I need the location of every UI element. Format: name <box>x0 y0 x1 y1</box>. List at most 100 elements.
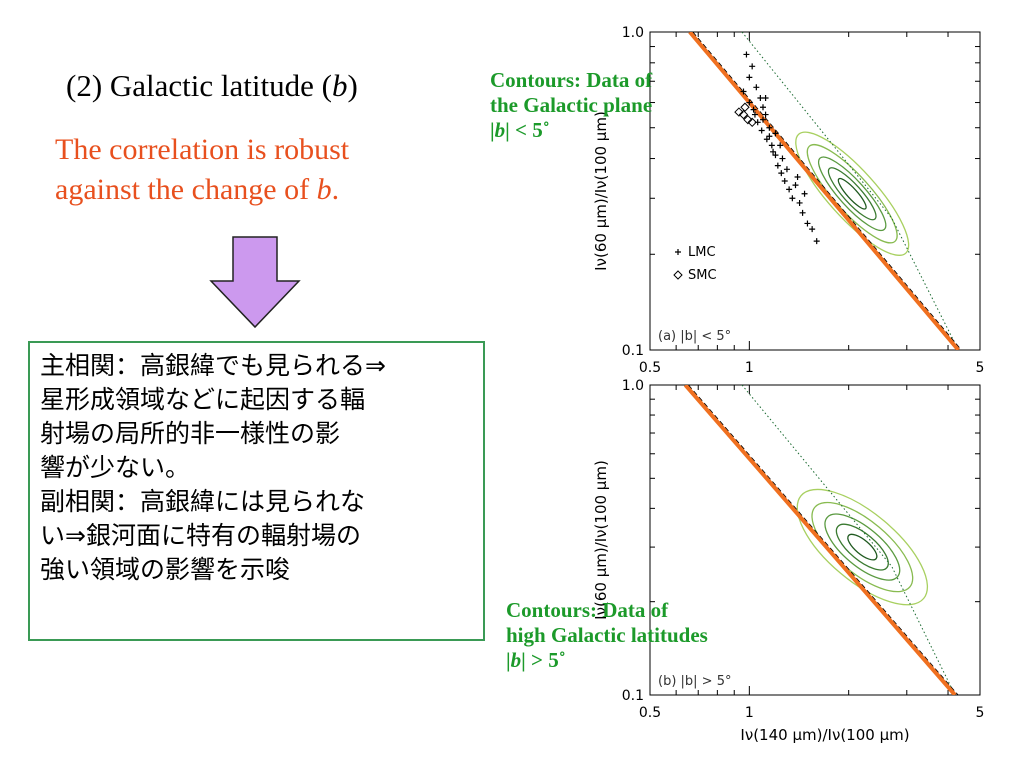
lmc-point <box>794 173 801 180</box>
condition-value: | < 5˚ <box>505 118 550 142</box>
chart-panel-a: 0.5 1 5 1.0 0.1 LMC SMC (a) |b| < 5° Iν(60 μm)/I… <box>592 25 984 376</box>
condition-value: | > 5˚ <box>521 648 566 672</box>
panel-label: (a) |b| < 5° <box>658 329 731 344</box>
lmc-point <box>750 106 757 113</box>
plot-area <box>688 32 962 350</box>
lmc-point <box>779 155 786 162</box>
condition-bar: | <box>490 118 495 142</box>
heading-suffix: ) <box>347 68 358 103</box>
contour-label-condition: |b| > 5˚ <box>506 648 708 673</box>
y-axis-label: Iν(60 μm)/Iν(100 μm) <box>592 460 610 620</box>
lmc-point <box>792 182 799 189</box>
lmc-point <box>772 130 779 137</box>
x-axis-tick-a: 0.5 <box>639 360 661 376</box>
summary-line: 響が少ない。 <box>40 453 191 482</box>
contour-label-line: the Galactic plane <box>490 93 653 117</box>
contour-line <box>796 488 929 606</box>
lmc-point <box>762 95 769 102</box>
lmc-point <box>746 74 753 81</box>
lmc-point <box>760 104 766 111</box>
plot-frame <box>649 384 981 696</box>
summary-line: い⇒銀河面に特有の輻射場の <box>40 521 361 550</box>
smc-point <box>738 109 749 120</box>
finding-text: The correlation is robust against the ch… <box>55 130 349 210</box>
legend-label: LMC <box>688 245 716 260</box>
y-axis-label: Iν(60 μm)/Iν(100 μm) <box>592 111 610 271</box>
condition-variable: b <box>494 118 506 142</box>
lmc-point <box>778 170 785 177</box>
summary-box: 主相関：高銀緯でも見られる⇒ 星形成領域などに起因する輻 射場の局所的非一様性の… <box>28 341 485 641</box>
lmc-point <box>757 95 764 102</box>
finding-line-2: against the change of b. <box>55 170 349 210</box>
y-axis-tick: 0.1 <box>622 343 644 359</box>
lmc-point <box>786 186 793 193</box>
lmc-point <box>783 166 790 173</box>
lmc-point <box>772 152 779 159</box>
contour-label-plane: Contours: Data of the Galactic plane |b|… <box>490 68 652 143</box>
finding-variable: b <box>316 173 332 206</box>
contour-line <box>824 513 901 581</box>
panel-label: (b) |b| > 5° <box>658 674 731 689</box>
section-heading: (2) Galactic latitude (b) <box>66 68 358 104</box>
lmc-point <box>746 99 753 106</box>
lmc-point <box>777 142 784 149</box>
model-dotted-line <box>741 32 959 350</box>
y-axis-tick: 1.0 <box>622 25 644 41</box>
lmc-point <box>751 111 758 118</box>
contour-line <box>847 533 878 561</box>
plot-area <box>683 385 959 695</box>
contour-line <box>818 156 887 232</box>
lmc-point <box>740 88 747 95</box>
heading-variable: b <box>331 68 348 103</box>
lmc-point <box>749 63 756 70</box>
contour-label-high-latitude: Contours: Data of high Galactic latitude… <box>506 598 708 673</box>
contour-line <box>806 144 898 244</box>
reference-dashed-line <box>692 32 962 350</box>
lmc-point <box>809 226 816 233</box>
y-axis-tick: 1.0 <box>622 378 644 394</box>
smc-point <box>734 107 744 117</box>
fit-line <box>683 385 957 695</box>
plot-frame <box>649 31 981 351</box>
lmc-point <box>781 177 788 184</box>
lmc-point <box>774 162 781 169</box>
contour-label-line: high Galactic latitudes <box>506 623 708 647</box>
lmc-point <box>768 142 775 149</box>
lmc-point <box>743 51 750 58</box>
condition-bar: | <box>506 648 511 672</box>
contour-line <box>835 523 889 571</box>
summary-line: 射場の局所的非一様性の影 <box>40 419 341 448</box>
x-axis-label: Iν(140 μm)/Iν(100 μm) <box>740 726 909 744</box>
heading-text: (2) Galactic latitude ( <box>66 68 332 103</box>
contour-line <box>795 131 910 256</box>
lmc-point <box>789 195 796 202</box>
reference-dashed-line <box>688 385 959 695</box>
lmc-point <box>813 238 820 245</box>
lmc-point <box>760 116 766 123</box>
finding-line-1: The correlation is robust <box>55 133 350 166</box>
summary-line: 副相関：高銀緯には見られな <box>40 487 366 516</box>
lmc-point <box>766 133 773 140</box>
contour-label-condition: |b| < 5˚ <box>490 118 652 143</box>
summary-line: 星形成領域などに起因する輻 <box>40 385 366 414</box>
contour-label-line: Contours: Data of <box>506 598 669 622</box>
finding-period: . <box>331 173 340 206</box>
x-axis-tick-b: 0.5 <box>639 705 661 721</box>
lmc-point <box>799 209 806 216</box>
lmc-point <box>804 220 811 227</box>
smc-point <box>743 114 753 125</box>
x-axis-tick-a: 1 <box>745 360 754 376</box>
lmc-point <box>758 127 765 134</box>
lmc-point <box>770 148 777 155</box>
x-axis-tick-a: 5 <box>976 360 985 376</box>
y-axis-tick: 0.1 <box>622 688 644 704</box>
legend-label: SMC <box>688 268 717 283</box>
contour-line <box>827 167 877 221</box>
lmc-point <box>766 124 773 131</box>
summary-line: 強い領域の影響を示唆 <box>40 555 291 584</box>
x-axis-tick-b: 1 <box>745 705 754 721</box>
condition-variable: b <box>510 648 522 672</box>
lmc-point <box>753 84 760 91</box>
contour-label-line: Contours: Data of <box>490 68 653 92</box>
summary-line: 主相関：高銀緯でも見られる⇒ <box>40 351 386 380</box>
